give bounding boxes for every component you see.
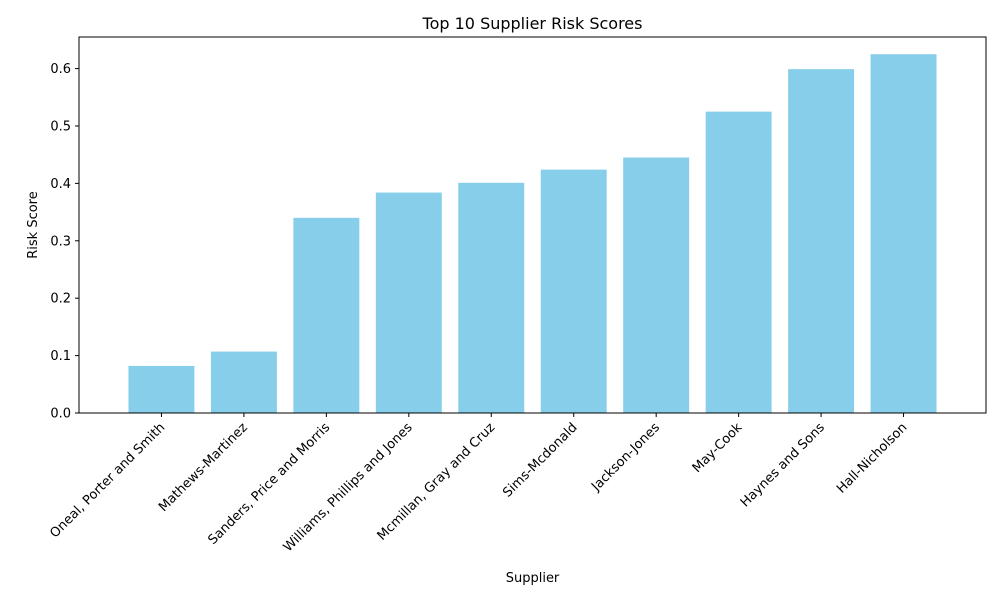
y-tick-label: 0.3	[50, 234, 71, 249]
bar	[375, 192, 442, 413]
bar	[293, 217, 360, 413]
y-tick-label: 0.5	[50, 119, 71, 134]
x-tick-label: Hall-Nicholson	[834, 420, 910, 496]
bars-layer	[128, 54, 937, 414]
bar	[623, 157, 690, 413]
x-axis-title: Supplier	[506, 571, 560, 586]
bar	[870, 54, 937, 413]
bar	[705, 111, 772, 414]
x-tick-label: Sims-Mcdonald	[500, 420, 580, 500]
bar	[210, 351, 277, 413]
bar	[540, 169, 607, 413]
x-tick-label: Jackson-Jones	[588, 420, 663, 495]
chart-title: Top 10 Supplier Risk Scores	[422, 14, 643, 33]
x-tick-label: Williams, Phillips and Jones	[281, 420, 416, 555]
bar	[458, 182, 525, 413]
y-tick-label: 0.4	[50, 177, 71, 192]
y-axis-title: Risk Score	[26, 191, 41, 259]
x-tick-label: Oneal, Porter and Smith	[47, 420, 168, 541]
y-tick-label: 0.6	[50, 62, 71, 77]
bar	[128, 365, 195, 413]
plot-frame	[78, 36, 987, 414]
x-tick-label: Haynes and Sons	[738, 420, 828, 510]
x-tick-label: Mathews-Martinez	[156, 420, 251, 515]
y-tick-label: 0.0	[50, 407, 71, 422]
y-tick-label: 0.2	[50, 292, 71, 307]
y-tick-label: 0.1	[50, 349, 71, 364]
x-tick-label: May-Cook	[690, 420, 746, 476]
y-axis: 0.0 0.1 0.2 0.3 0.4 0.5 0.6	[50, 62, 79, 422]
bar	[788, 69, 855, 413]
